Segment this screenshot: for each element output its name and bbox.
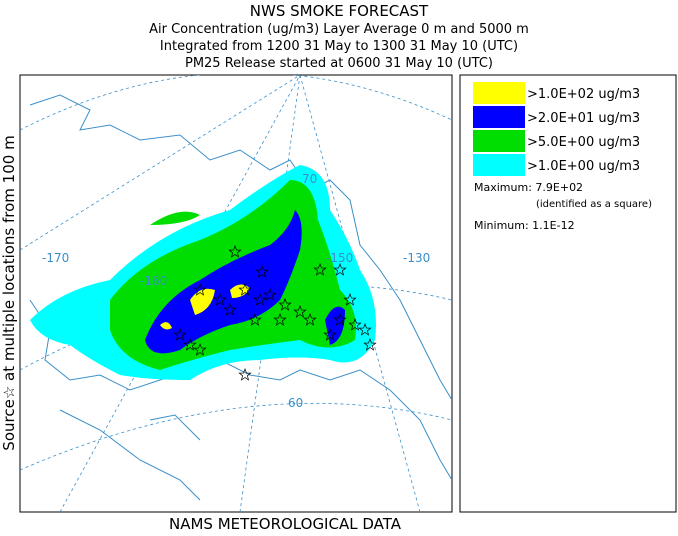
subtitle: Integrated from 1200 31 May to 1300 31 M… (160, 39, 518, 54)
coastline (29, 94, 452, 501)
source-star (333, 263, 347, 276)
legend-label: >1.0E+00 ug/m3 (527, 159, 640, 174)
smoke-blue (145, 210, 345, 354)
source-star (363, 338, 377, 351)
source-star (303, 313, 317, 326)
source-star (333, 313, 347, 326)
source-star (273, 313, 287, 326)
source-star (313, 263, 327, 276)
grid-label: -150 (326, 251, 353, 265)
legend-swatch (473, 154, 525, 176)
legend-swatch (473, 130, 525, 152)
source-star (173, 328, 187, 341)
source-star (348, 318, 362, 331)
source-star (263, 288, 277, 301)
grid-label: -130 (403, 251, 430, 265)
source-star (278, 298, 292, 311)
minimum: Minimum: 1.1E-12 (474, 219, 575, 232)
grid-label: 60 (288, 396, 303, 410)
source-star (213, 293, 227, 306)
maximum-note: (identified as a square) (536, 199, 652, 210)
maximum: Maximum: 7.9E+02 (474, 181, 583, 194)
source-star (253, 293, 267, 306)
footer: NAMS METEOROLOGICAL DATA (169, 515, 402, 532)
legend: >1.0E+02 ug/m3 >2.0E+01 ug/m3 >5.0E+00 ug/… (459, 74, 677, 513)
source-star (255, 265, 269, 278)
legend-swatch (473, 82, 525, 104)
grid-label: 70 (302, 172, 317, 186)
map: 70 -170 -160 -150 -130 60 (19, 74, 453, 513)
source-star (238, 283, 252, 296)
smoke-yellow (160, 284, 250, 330)
source-star (323, 328, 337, 341)
source-star (358, 323, 372, 336)
legend-label: >1.0E+02 ug/m3 (527, 87, 640, 102)
title: NWS SMOKE FORECAST (250, 2, 429, 20)
grid-label: -160 (140, 274, 167, 288)
grid-label: -170 (42, 251, 69, 265)
source-markers (173, 245, 377, 381)
legend-swatch (473, 106, 525, 128)
source-star (228, 245, 242, 258)
source-star (193, 343, 207, 356)
source-star (193, 283, 207, 296)
legend-items: >1.0E+02 ug/m3 >2.0E+01 ug/m3 >5.0E+00 ug/… (473, 82, 640, 176)
legend-label: >5.0E+00 ug/m3 (527, 135, 640, 150)
source-star (248, 313, 262, 326)
source-star (183, 338, 197, 351)
subtitle: Air Concentration (ug/m3) Layer Average … (149, 22, 529, 37)
legend-label: >2.0E+01 ug/m3 (527, 111, 640, 126)
source-star (293, 305, 307, 318)
source-star (343, 293, 357, 306)
source-star (223, 303, 237, 316)
source-star (238, 368, 252, 381)
side-label: Source☆ at multiple locations from 100 m (0, 135, 18, 450)
subtitle: PM25 Release started at 0600 31 May 10 (… (185, 56, 493, 71)
